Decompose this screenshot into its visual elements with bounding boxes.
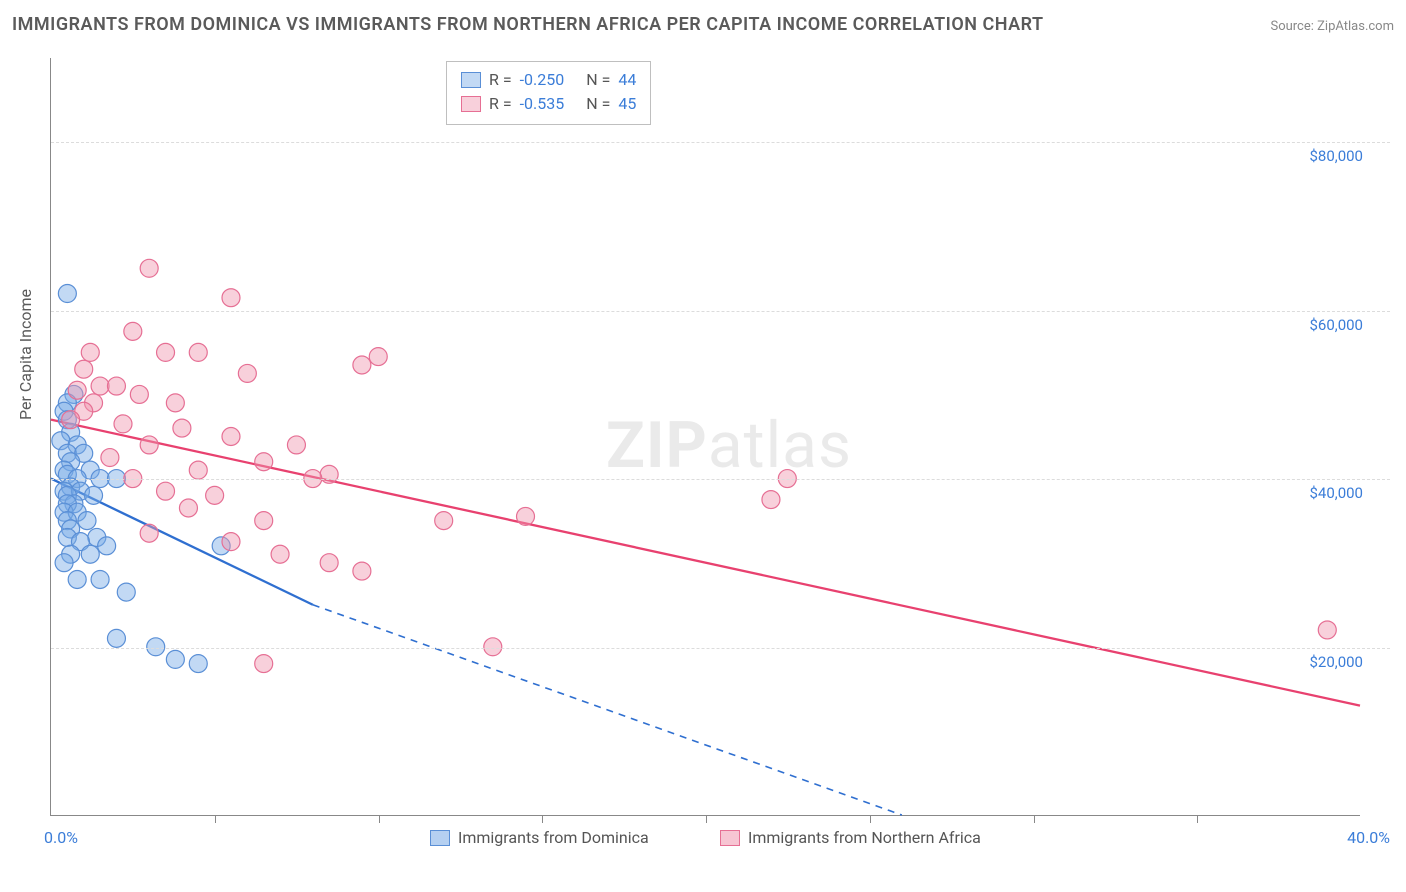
data-point-dominica [55,554,73,572]
data-point-northern_africa [353,562,371,580]
data-point-dominica [98,537,116,555]
x-tick [215,815,216,823]
data-point-northern_africa [114,415,132,433]
data-point-northern_africa [101,449,119,467]
plot-area: ZIPatlas R = -0.250N = 44R = -0.535N = 4… [50,58,1360,816]
data-point-dominica [58,285,76,303]
source-attribution: Source: ZipAtlas.com [1270,19,1394,34]
gridline [51,648,1390,649]
corr-r-label: R = [489,68,512,92]
legend-item-northern-africa: Immigrants from Northern Africa [720,828,981,847]
y-tick-label: $80,000 [1307,147,1365,165]
corr-n-value: 44 [618,68,636,92]
data-point-northern_africa [320,465,338,483]
data-point-northern_africa [62,411,80,429]
gridline [51,311,1390,312]
data-point-northern_africa [68,381,86,399]
data-point-northern_africa [255,453,273,471]
x-axis-end-label: 40.0% [1347,828,1390,847]
legend-item-dominica: Immigrants from Dominica [430,828,649,847]
data-point-dominica [68,571,86,589]
x-tick [542,815,543,823]
correlation-stats-box: R = -0.250 N = 44 R = -0.535 N = 45 [446,61,651,125]
data-point-northern_africa [140,436,158,454]
data-point-northern_africa [173,419,191,437]
chart-header: IMMIGRANTS FROM DOMINICA VS IMMIGRANTS F… [12,14,1394,35]
gridline [51,479,1390,480]
legend-swatch-northern-africa [720,830,740,846]
data-point-northern_africa [166,394,184,412]
data-point-northern_africa [157,343,175,361]
corr-r-value: -0.250 [520,68,565,92]
data-point-dominica [81,545,99,563]
chart-title: IMMIGRANTS FROM DOMINICA VS IMMIGRANTS F… [12,14,1044,35]
data-point-dominica [189,655,207,673]
legend-swatch-dominica [430,830,450,846]
data-point-northern_africa [369,348,387,366]
data-point-northern_africa [124,322,142,340]
y-tick-label: $20,000 [1307,653,1365,671]
correlation-row-northern_africa: R = -0.535 N = 45 [461,92,636,116]
legend-label: Immigrants from Northern Africa [748,828,981,847]
data-point-northern_africa [107,377,125,395]
data-point-dominica [107,629,125,647]
data-point-northern_africa [179,499,197,517]
data-point-dominica [91,571,109,589]
trend-line-northern_africa [51,420,1360,706]
data-point-northern_africa [140,524,158,542]
corr-r-label: R = [489,92,512,116]
x-tick [706,815,707,823]
corr-r-value: -0.535 [520,92,565,116]
data-point-northern_africa [762,491,780,509]
data-point-northern_africa [1318,621,1336,639]
data-point-northern_africa [517,507,535,525]
corr-n-label: N = [586,68,610,92]
legend-label: Immigrants from Dominica [458,828,649,847]
y-axis-label: Per Capita Income [16,289,35,420]
data-point-dominica [85,486,103,504]
data-point-northern_africa [255,655,273,673]
data-point-northern_africa [353,356,371,374]
gridline [51,142,1390,143]
x-tick [379,815,380,823]
data-point-northern_africa [320,554,338,572]
data-point-northern_africa [287,436,305,454]
data-point-northern_africa [91,377,109,395]
data-point-northern_africa [189,343,207,361]
x-tick [1034,815,1035,823]
corr-swatch-northern_africa [461,96,481,112]
data-point-northern_africa [206,486,224,504]
data-point-northern_africa [238,364,256,382]
data-point-northern_africa [189,461,207,479]
y-tick-label: $60,000 [1307,316,1365,334]
data-point-northern_africa [222,289,240,307]
corr-n-value: 45 [618,92,636,116]
data-point-northern_africa [75,360,93,378]
data-point-northern_africa [222,428,240,446]
x-axis-start-label: 0.0% [44,828,78,847]
data-point-dominica [78,512,96,530]
trend-line-dashed-dominica [313,605,902,815]
scatter-svg [51,58,1360,815]
data-point-dominica [117,583,135,601]
data-point-northern_africa [255,512,273,530]
data-point-northern_africa [81,343,99,361]
data-point-northern_africa [271,545,289,563]
data-point-northern_africa [140,259,158,277]
data-point-northern_africa [157,482,175,500]
data-point-northern_africa [130,385,148,403]
data-point-dominica [166,650,184,668]
data-point-northern_africa [222,533,240,551]
y-tick-label: $40,000 [1307,484,1365,502]
x-tick [870,815,871,823]
data-point-northern_africa [435,512,453,530]
corr-swatch-dominica [461,72,481,88]
corr-n-label: N = [586,92,610,116]
correlation-row-dominica: R = -0.250 N = 44 [461,68,636,92]
x-tick [1197,815,1198,823]
